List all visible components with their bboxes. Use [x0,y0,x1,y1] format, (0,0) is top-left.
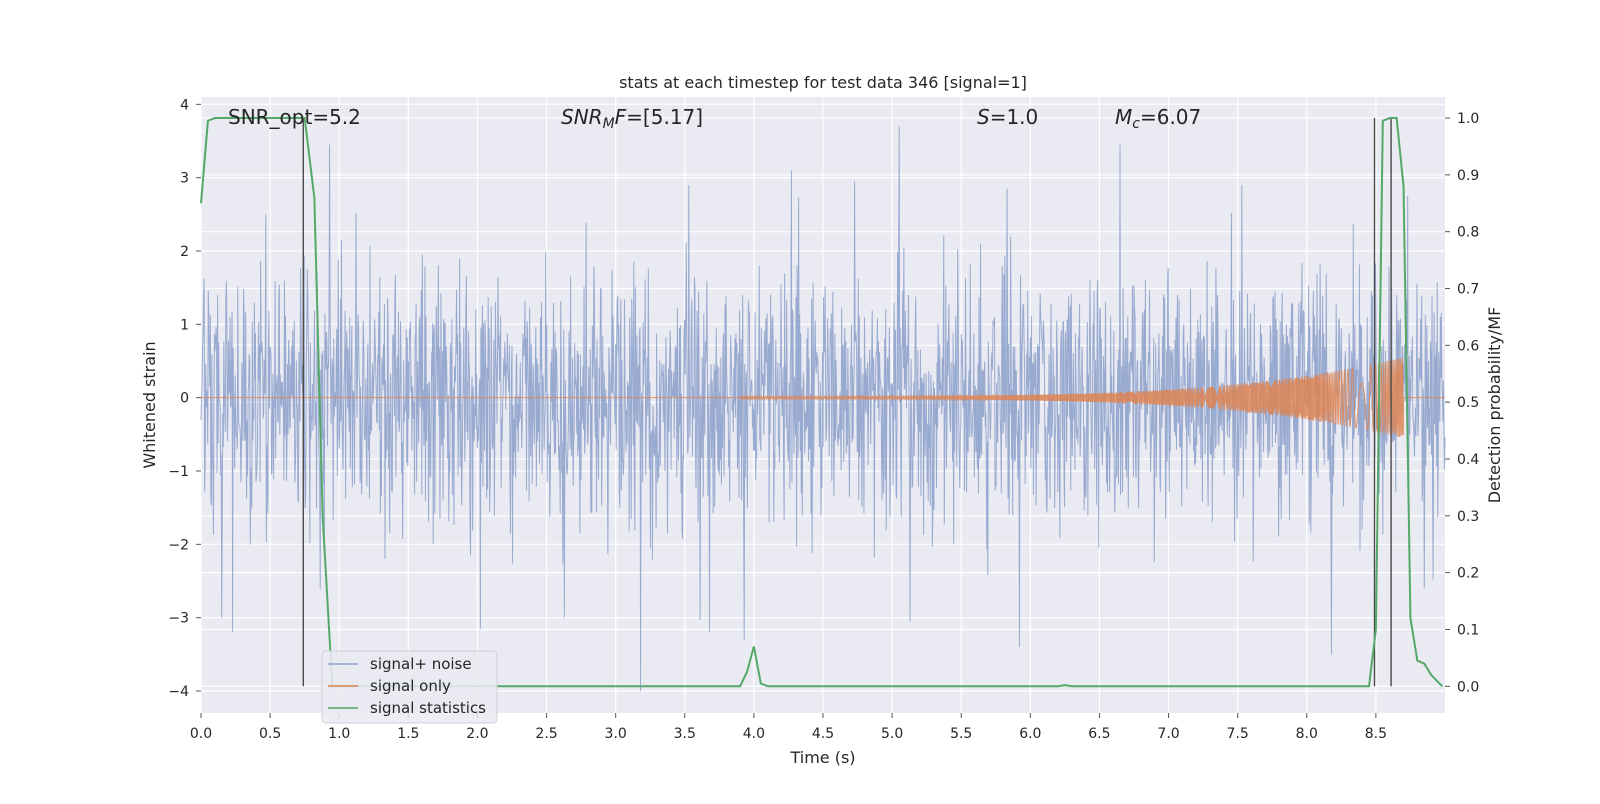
x-tick-label-10: 5.0 [881,726,903,742]
x-tick-label-0: 0.0 [190,726,212,742]
annotation-snr-mf-var2: F [615,105,627,129]
x-tick-labels: 0.0 0.5 1.0 1.5 2.0 2.5 3.0 3.5 4.0 4.5 5.0 5.5 6.0 6… [190,713,1387,742]
annotation-s-value: =1.0 [990,105,1039,129]
annotation-mc: Mc=6.07 [1115,105,1201,132]
x-tick-label-12: 6.0 [1019,726,1041,742]
x-tick-label-9: 4.5 [812,726,834,742]
annotation-snr-mf-var: SNR [561,105,603,129]
right-y-tick-label-5: 0.5 [1457,395,1479,411]
signal-only-series [201,357,1445,438]
x-tick-label-16: 8.0 [1296,726,1318,742]
legend-label-signal: signal only [370,677,451,695]
left-y-tick-label-2: 2 [180,244,189,260]
annotation-mc-sub: c [1132,116,1140,132]
right-y-tick-label-4: 0.6 [1457,338,1479,354]
x-tick-label-5: 2.5 [535,726,557,742]
annotation-s-var: S [977,105,990,129]
annotation-snr-mf: SNRMF=[5.17] [561,105,703,132]
annotation-snr-mf-value: =[5.17] [626,105,703,129]
x-tick-label-3: 1.5 [397,726,419,742]
left-y-tick-label-3: 1 [180,317,189,333]
x-tick-label-13: 6.5 [1088,726,1110,742]
left-y-axis-label: Whitened strain [140,341,159,468]
right-y-tick-label-10: 0.0 [1457,679,1479,695]
legend-label-stats: signal statistics [370,699,486,717]
x-tick-label-17: 8.5 [1365,726,1387,742]
signal-statistics-series [200,117,1443,688]
left-y-tick-label-8: −4 [168,684,189,700]
right-y-tick-label-9: 0.1 [1457,622,1479,638]
right-y-axis-label: Detection probability/MF [1485,307,1504,504]
x-tick-label-2: 1.0 [328,726,350,742]
left-y-tick-label-7: −3 [168,611,189,627]
x-axis-label: Time (s) [789,748,855,767]
right-y-tick-labels: 1.0 0.9 0.8 0.7 0.6 0.5 0.4 0.3 0.2 0.1 0.0 [1445,111,1479,695]
annotation-mc-var: M [1115,105,1132,129]
right-y-tick-label-7: 0.3 [1457,509,1479,525]
right-y-tick-label-6: 0.4 [1457,452,1479,468]
annotation-mc-value: =6.07 [1140,105,1201,129]
annotation-snr-mf-sub: M [603,116,615,132]
signal-only-line [201,357,1445,438]
x-tick-label-11: 5.5 [950,726,972,742]
x-tick-label-14: 7.0 [1157,726,1179,742]
left-y-tick-label-0: 4 [180,97,189,113]
x-tick-label-1: 0.5 [259,726,281,742]
annotation-snr-opt: SNR_opt=5.2 [228,105,361,129]
legend: signal+ noise signal only signal statist… [321,650,498,724]
right-y-tick-label-1: 0.9 [1457,168,1479,184]
chart-title: stats at each timestep for test data 346… [619,73,1027,92]
right-y-tick-label-8: 0.2 [1457,566,1479,582]
left-y-tick-label-6: −2 [168,537,189,553]
x-tick-label-7: 3.5 [674,726,696,742]
left-y-tick-label-5: −1 [168,464,189,480]
left-y-tick-label-1: 3 [180,171,189,187]
legend-label-noise: signal+ noise [370,655,472,673]
x-tick-label-8: 4.0 [743,726,765,742]
right-y-tick-label-3: 0.7 [1457,282,1479,298]
x-tick-label-15: 7.5 [1227,726,1249,742]
right-y-tick-label-2: 0.8 [1457,225,1479,241]
legend-box [321,650,498,724]
x-tick-label-4: 2.0 [466,726,488,742]
left-y-tick-label-4: 0 [180,391,189,407]
vertical-markers [302,118,1392,687]
x-tick-label-6: 3.0 [605,726,627,742]
left-y-tick-labels: 4 3 2 1 0 −1 −2 −3 −4 [168,97,201,700]
annotation-s: S=1.0 [977,105,1038,129]
right-y-tick-label-0: 1.0 [1457,111,1479,127]
signal-statistics-line [200,117,1443,688]
